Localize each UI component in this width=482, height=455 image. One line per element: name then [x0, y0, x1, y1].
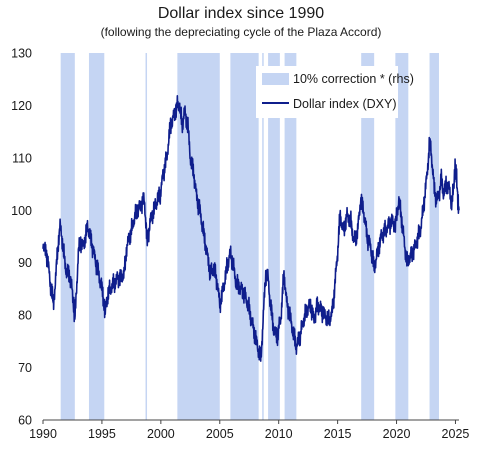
correction-band-10 — [395, 53, 409, 420]
legend-series-label: Dollar index (DXY) — [293, 97, 397, 111]
correction-band-5 — [230, 53, 259, 420]
correction-band-2 — [88, 53, 105, 420]
x-tick-label-1990: 1990 — [29, 427, 57, 441]
dxy-series-line — [42, 94, 460, 362]
legend-band-swatch — [262, 73, 289, 85]
y-tick-label-120: 120 — [11, 99, 32, 113]
y-tick-label-80: 80 — [18, 309, 32, 323]
y-tick-label-130: 130 — [11, 47, 32, 61]
x-tick-label-1995: 1995 — [88, 427, 116, 441]
x-tick-label-2025: 2025 — [442, 427, 470, 441]
y-tick-label-70: 70 — [18, 361, 32, 375]
legend-band-label: 10% correction * (rhs) — [293, 72, 414, 86]
x-tick-label-2000: 2000 — [147, 427, 175, 441]
axes-layer: 60 70 80 90 100 110 120 130 1990 1995 2000 2005 2010… — [11, 47, 469, 442]
correction-band-6 — [262, 53, 264, 420]
line-layer — [42, 94, 460, 362]
x-tick-label-2005: 2005 — [206, 427, 234, 441]
y-tick-label-100: 100 — [11, 204, 32, 218]
chart-subtitle: (following the depreciating cycle of the… — [100, 25, 382, 39]
correction-band-1 — [60, 53, 75, 420]
y-tick-label-110: 110 — [12, 151, 32, 165]
correction-band-8 — [284, 53, 297, 420]
x-tick-label-2020: 2020 — [383, 427, 411, 441]
bands-layer — [60, 53, 439, 420]
correction-band-7 — [268, 53, 280, 420]
x-tick-label-2015: 2015 — [324, 427, 352, 441]
x-tick-label-2010: 2010 — [265, 427, 293, 441]
chart-title: Dollar index since 1990 — [157, 5, 325, 22]
legend: 10% correction * (rhs) Dollar index (DXY… — [256, 66, 414, 118]
correction-band-11 — [429, 53, 439, 420]
y-tick-label-90: 90 — [18, 256, 32, 270]
y-tick-label-60: 60 — [18, 414, 32, 428]
